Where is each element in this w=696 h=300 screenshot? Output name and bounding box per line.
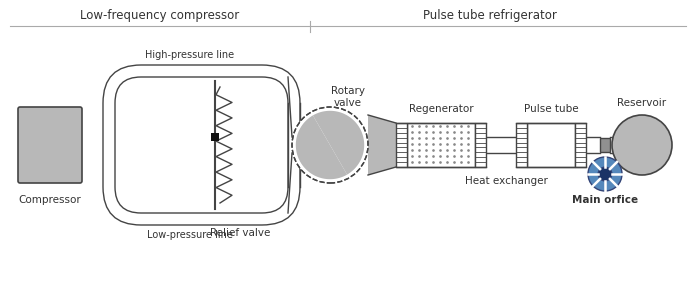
Bar	[600, 138, 610, 152]
Bar	[527, 123, 575, 167]
Text: Compressor: Compressor	[19, 195, 81, 205]
Circle shape	[612, 115, 672, 175]
Circle shape	[598, 167, 612, 181]
Text: High-pressure line: High-pressure line	[145, 50, 235, 60]
FancyBboxPatch shape	[18, 107, 82, 183]
Bar	[475, 123, 486, 167]
Text: Relief valve: Relief valve	[209, 228, 270, 238]
Text: Low-frequency compressor: Low-frequency compressor	[80, 10, 239, 22]
Polygon shape	[368, 115, 396, 175]
Polygon shape	[313, 111, 364, 175]
Bar	[211, 133, 219, 141]
Text: Low-pressure line: Low-pressure line	[147, 230, 233, 240]
Text: Heat exchanger: Heat exchanger	[464, 176, 548, 186]
Circle shape	[292, 107, 368, 183]
Polygon shape	[486, 137, 516, 153]
Bar	[575, 123, 586, 167]
Text: Pulse tube refrigerator: Pulse tube refrigerator	[423, 10, 557, 22]
Text: Rotary
valve: Rotary valve	[331, 86, 365, 108]
Bar	[396, 123, 407, 167]
Polygon shape	[296, 116, 347, 179]
Circle shape	[588, 157, 622, 191]
Text: Regenerator: Regenerator	[409, 104, 473, 114]
Bar	[516, 123, 527, 167]
Text: Reservoir: Reservoir	[617, 98, 667, 108]
Text: Main orfice: Main orfice	[572, 195, 638, 205]
FancyBboxPatch shape	[115, 77, 288, 213]
Text: Pulse tube: Pulse tube	[523, 104, 578, 114]
FancyBboxPatch shape	[103, 65, 300, 225]
Bar	[407, 123, 475, 167]
